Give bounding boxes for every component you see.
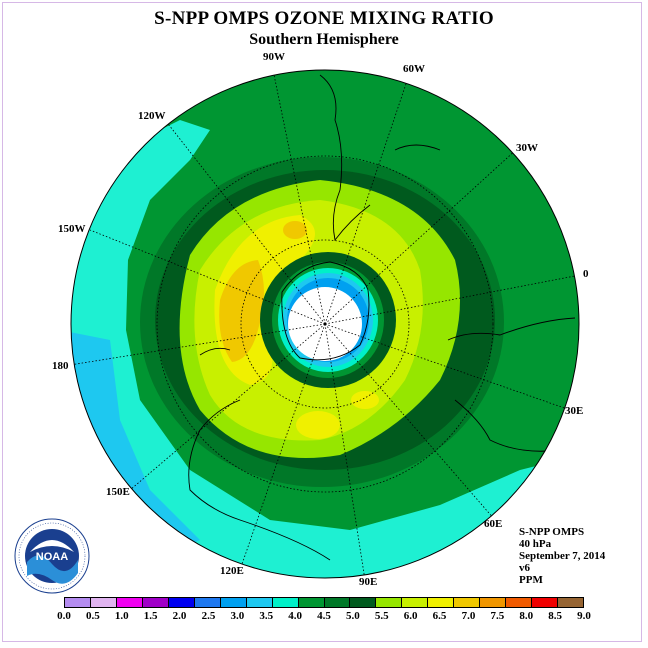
lon-label-120w: 120W	[138, 110, 166, 122]
noaa-logo-text: NOAA	[36, 551, 68, 563]
color-scale-segment	[428, 598, 455, 607]
color-scale-tick-label: 1.5	[143, 610, 158, 622]
lon-label-0: 0	[583, 268, 589, 280]
info-date: September 7, 2014	[519, 550, 606, 562]
color-scale-tick-label: 6.0	[403, 610, 418, 622]
color-scale-segment	[90, 598, 117, 607]
color-scale-tick-label: 5.5	[374, 610, 389, 622]
color-scale-segment	[402, 598, 429, 607]
color-scale-segment	[324, 598, 351, 607]
color-scale-segment	[454, 598, 481, 607]
lon-label-150e: 150E	[106, 486, 130, 498]
color-scale-tick-label: 4.0	[288, 610, 302, 622]
color-scale-tick-label: 4.5	[317, 610, 331, 622]
color-scale-segment	[194, 598, 221, 607]
color-scale-tick-label: 7.5	[490, 610, 505, 622]
color-scale-tick-label: 8.5	[548, 610, 562, 622]
color-scale-tick-label: 6.5	[432, 610, 447, 622]
color-scale-segment	[168, 598, 195, 607]
color-scale-tick-label: 0.0	[57, 610, 71, 622]
color-scale-ticks: 0.0 0.5 1.0 1.5 2.0 2.5 3.0 3.5 4.0 4.5 5.0 5.5 6.0 6…	[57, 610, 591, 624]
lon-label-30w: 30W	[516, 142, 538, 154]
info-units: PPM	[519, 574, 543, 586]
lon-label-60w: 60W	[403, 63, 425, 75]
lon-label-60e: 60E	[484, 518, 503, 530]
map-title: S-NPP OMPS OZONE MIXING RATIO	[154, 8, 494, 29]
noaa-logo: NOAA	[14, 518, 90, 594]
color-scale-segment	[298, 598, 325, 607]
color-scale-tick-label: 3.0	[230, 610, 245, 622]
south-pole-marker	[323, 322, 327, 326]
color-scale-tick-label: 2.5	[201, 610, 216, 622]
color-scale-bar	[64, 597, 584, 608]
color-scale-segment	[116, 598, 143, 607]
ozone-field	[71, 70, 579, 578]
color-scale-tick-label: 2.0	[172, 610, 187, 622]
color-scale-segment	[246, 598, 273, 607]
lon-label-90w: 90W	[263, 51, 285, 63]
product-info: S-NPP OMPS 40 hPa September 7, 2014 v6 P…	[519, 526, 605, 586]
info-version: v6	[519, 562, 530, 574]
color-scale-tick-label: 9.0	[577, 610, 591, 622]
color-scale-tick-label: 5.0	[346, 610, 360, 622]
color-scale-segment	[558, 598, 584, 607]
color-scale-tick-label: 8.0	[519, 610, 534, 622]
coastlines	[188, 74, 576, 561]
color-scale-segment	[220, 598, 247, 607]
color-scale-tick-label: 7.0	[461, 610, 476, 622]
color-scale-segment	[65, 598, 91, 607]
lon-label-30e: 30E	[565, 405, 584, 417]
lon-label-150w: 150W	[58, 223, 86, 235]
lon-label-180: 180	[52, 360, 69, 372]
color-scale-tick-label: 3.5	[259, 610, 274, 622]
color-scale-segment	[350, 598, 377, 607]
graticule	[71, 70, 579, 578]
color-scale-segment	[376, 598, 403, 607]
info-instrument: S-NPP OMPS	[519, 526, 585, 538]
map-subtitle: Southern Hemisphere	[249, 31, 399, 48]
color-scale-segment	[506, 598, 533, 607]
lon-label-120e: 120E	[220, 565, 244, 577]
color-scale-segment	[142, 598, 169, 607]
color-scale-tick-label: 0.5	[86, 610, 100, 622]
map-boundary	[70, 69, 580, 579]
info-level: 40 hPa	[519, 538, 552, 550]
color-scale-segment	[532, 598, 559, 607]
color-scale-segment	[272, 598, 299, 607]
color-scale-tick-label: 1.0	[114, 610, 129, 622]
color-scale-segment	[480, 598, 507, 607]
lon-label-90e: 90E	[359, 576, 378, 588]
